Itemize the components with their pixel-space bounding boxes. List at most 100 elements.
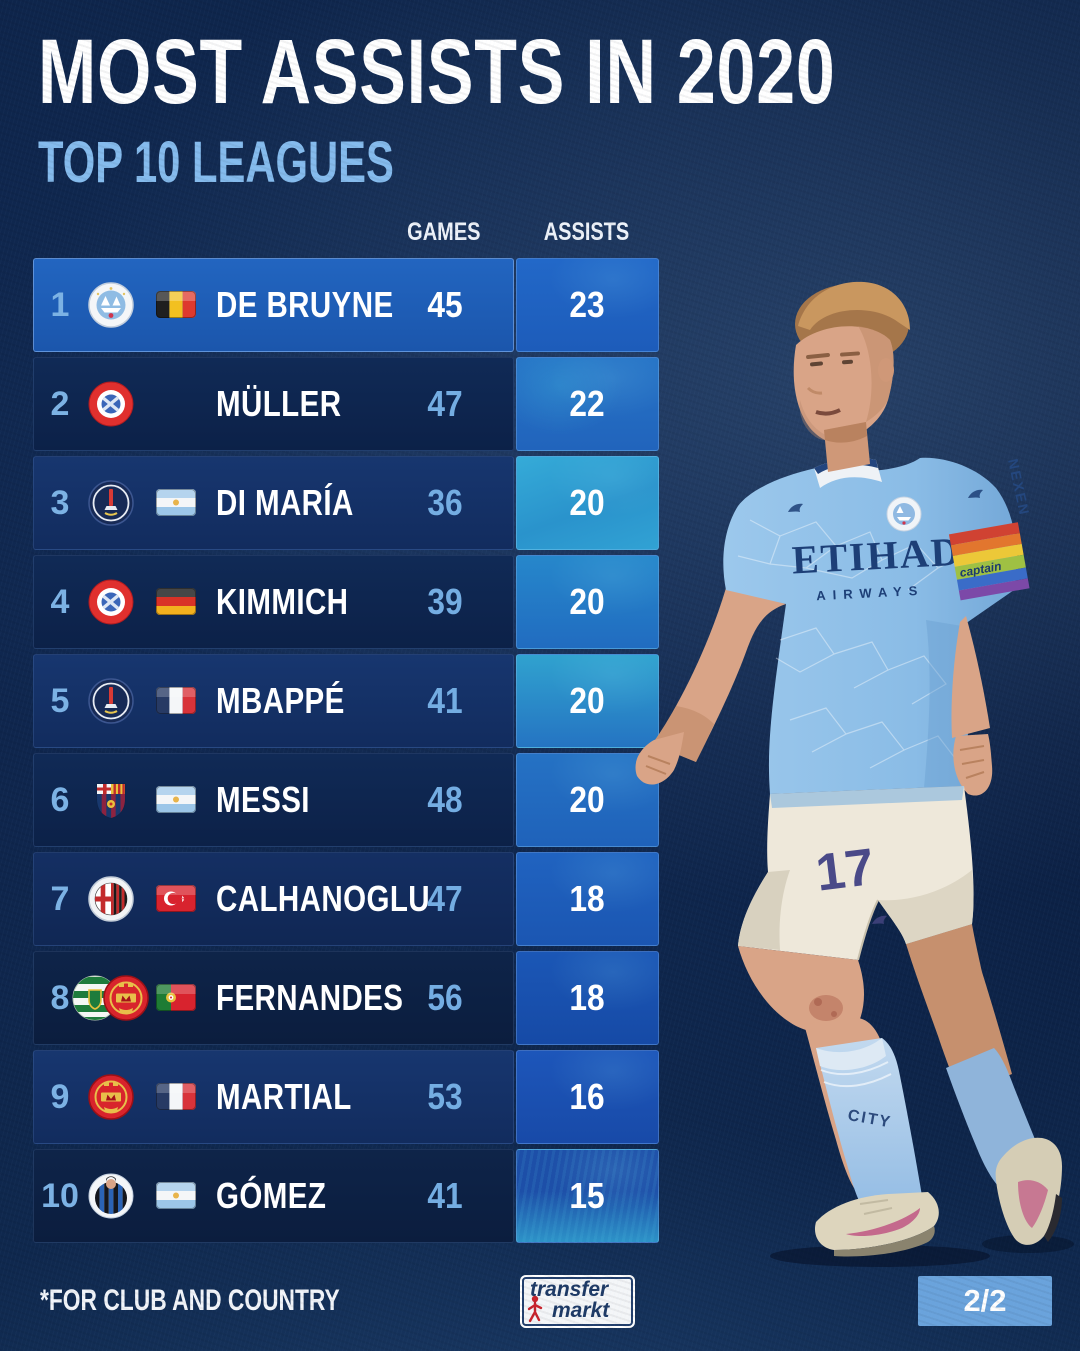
- club-badge-atalanta-icon: [88, 1173, 134, 1219]
- player-name: KIMMICH: [216, 581, 349, 622]
- games-value: 47: [427, 878, 463, 919]
- page-subtitle: TOP 10 LEAGUES: [38, 130, 394, 195]
- club-badge-barcelona-icon: [88, 777, 134, 823]
- row-main: 7 CALHANOGLU 47: [33, 852, 514, 946]
- assists-cell: 18: [516, 852, 659, 946]
- player-name: GÓMEZ: [216, 1175, 327, 1216]
- games-value: 48: [427, 779, 463, 820]
- player-name: FERNANDES: [216, 977, 404, 1018]
- player-name: DI MARÍA: [216, 482, 354, 523]
- table-row: 6 MESSI 48 20: [33, 753, 1047, 847]
- rank: 4: [50, 582, 70, 621]
- row-main: 8 FERNANDES 56: [33, 951, 514, 1045]
- assists-cell: 15: [516, 1149, 659, 1243]
- table-row: 5 MBAPPÉ 41 20: [33, 654, 1047, 748]
- table-row: 10 GÓMEZ 41 15: [33, 1149, 1047, 1243]
- rank: 8: [50, 978, 70, 1017]
- flag-france-icon: [156, 1083, 196, 1110]
- club-badge-psg-icon: [88, 480, 134, 526]
- club-badge-sporting-cp-icon: [72, 975, 118, 1021]
- player-name: CALHANOGLU: [216, 878, 431, 919]
- flag-france-icon: [156, 687, 196, 714]
- footnote: *FOR CLUB AND COUNTRY: [40, 1284, 340, 1317]
- row-main: 10 GÓMEZ 41: [33, 1149, 514, 1243]
- runner-icon: [526, 1295, 544, 1328]
- rank: 1: [50, 285, 70, 324]
- games-value: 45: [427, 284, 463, 325]
- rank: 10: [41, 1176, 79, 1215]
- assists-value: 18: [569, 878, 606, 919]
- assists-cell: 20: [516, 654, 659, 748]
- assists-cell: 20: [516, 456, 659, 550]
- table-row: 3 DI MARÍA 36 20: [33, 456, 1047, 550]
- games-value: 41: [427, 680, 463, 721]
- table-row: 1 DE BRUYNE 45 23: [33, 258, 1047, 352]
- games-value: 53: [427, 1076, 463, 1117]
- assists-cell: 20: [516, 555, 659, 649]
- club-badge-bayern-munich-icon: [88, 579, 134, 625]
- rank: 2: [50, 384, 70, 423]
- flag-argentina-icon: [156, 786, 196, 813]
- club-badge-psg-icon: [88, 678, 134, 724]
- rank: 9: [50, 1077, 70, 1116]
- assists-value: 23: [569, 284, 606, 325]
- assists-value: 15: [569, 1175, 606, 1216]
- club-badge-manchester-united-icon: [103, 975, 149, 1021]
- flag-argentina-icon: [156, 1182, 196, 1209]
- player-name: MARTIAL: [216, 1076, 352, 1117]
- row-main: 5 MBAPPÉ 41: [33, 654, 514, 748]
- player-name: MBAPPÉ: [216, 680, 345, 721]
- club-badge-manchester-united-icon: [88, 1074, 134, 1120]
- player-name: MÜLLER: [216, 383, 342, 424]
- assists-value: 20: [569, 680, 606, 721]
- games-value: 39: [427, 581, 463, 622]
- club-badge-manchester-city-icon: [88, 282, 134, 328]
- table-row: 4 KIMMICH 39 20: [33, 555, 1047, 649]
- player-name: MESSI: [216, 779, 310, 820]
- rank: 5: [50, 681, 70, 720]
- games-value: 36: [427, 482, 463, 523]
- games-value: 56: [427, 977, 463, 1018]
- assists-value: 22: [569, 383, 606, 424]
- row-main: 1 DE BRUYNE 45: [33, 258, 514, 352]
- row-main: 9 MARTIAL 53: [33, 1050, 514, 1144]
- assists-value: 16: [569, 1076, 606, 1117]
- rank: 3: [50, 483, 70, 522]
- table-row: 2 MÜLLER 47 22: [33, 357, 1047, 451]
- club-badge-bayern-munich-icon: [88, 381, 134, 427]
- games-value: 41: [427, 1175, 463, 1216]
- flag-turkey-icon: [156, 885, 196, 912]
- assists-cell: 20: [516, 753, 659, 847]
- logo-text-bottom: markt: [552, 1299, 610, 1322]
- logo-text-top: transfer: [530, 1278, 609, 1301]
- table-row: 8 FERNANDES 56 18: [33, 951, 1047, 1045]
- column-header-games: GAMES: [407, 218, 481, 246]
- page-indicator-badge: 2/2: [918, 1276, 1052, 1326]
- assists-value: 20: [569, 779, 606, 820]
- games-value: 47: [427, 383, 463, 424]
- assists-value: 20: [569, 482, 606, 523]
- player-name: DE BRUYNE: [216, 284, 394, 325]
- assists-cell: 18: [516, 951, 659, 1045]
- transfermarkt-logo: transfer markt: [520, 1275, 635, 1328]
- row-main: 2 MÜLLER 47: [33, 357, 514, 451]
- table-row: 7 CALHANOGLU 47 18: [33, 852, 1047, 946]
- row-main: 4 KIMMICH 39: [33, 555, 514, 649]
- flag-belgium-icon: [156, 291, 196, 318]
- flag-argentina-icon: [156, 489, 196, 516]
- assists-cell: 23: [516, 258, 659, 352]
- assists-value: 20: [569, 581, 606, 622]
- rank: 6: [50, 780, 70, 819]
- page-title: MOST ASSISTS IN 2020: [38, 21, 836, 123]
- flag-germany-icon: [156, 588, 196, 615]
- assists-cell: 22: [516, 357, 659, 451]
- column-header-assists: ASSISTS: [543, 218, 630, 246]
- flag-portugal-icon: [156, 984, 196, 1011]
- assists-cell: 16: [516, 1050, 659, 1144]
- row-main: 6 MESSI 48: [33, 753, 514, 847]
- assists-value: 18: [569, 977, 606, 1018]
- table-row: 9 MARTIAL 53 16: [33, 1050, 1047, 1144]
- row-main: 3 DI MARÍA 36: [33, 456, 514, 550]
- club-badge-ac-milan-icon: [88, 876, 134, 922]
